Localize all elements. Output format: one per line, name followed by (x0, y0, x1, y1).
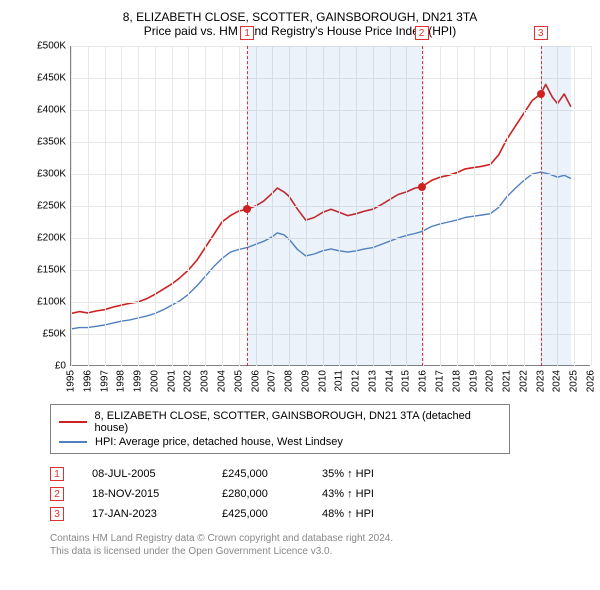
gridline-v (239, 46, 240, 366)
legend-item: 8, ELIZABETH CLOSE, SCOTTER, GAINSBOROUG… (59, 409, 501, 435)
gridline-v (423, 46, 424, 366)
title-line-2: Price paid vs. HM Land Registry's House … (10, 24, 590, 38)
x-axis-label: 1996 (88, 348, 99, 370)
gridline-v (71, 46, 72, 366)
legend-label: 8, ELIZABETH CLOSE, SCOTTER, GAINSBOROUG… (95, 410, 501, 434)
event-line (422, 46, 423, 366)
x-axis-label: 2019 (474, 348, 485, 370)
y-axis-label: £500K (37, 41, 66, 52)
plot-wrap: £0£50K£100K£150K£200K£250K£300K£350K£400… (30, 46, 590, 366)
x-axis-label: 2016 (423, 348, 434, 370)
legend-label: HPI: Average price, detached house, West… (95, 436, 343, 448)
sale-row: 3 17-JAN-2023£425,00048% ↑ HPI (50, 504, 590, 524)
sales-table: 1 08-JUL-2005£245,00035% ↑ HPI 2 18-NOV-201… (50, 464, 590, 524)
chart-container: 8, ELIZABETH CLOSE, SCOTTER, GAINSBOROUG… (10, 10, 590, 558)
x-axis-label: 1999 (138, 348, 149, 370)
event-dot (243, 205, 251, 213)
x-axis-label: 2017 (440, 348, 451, 370)
gridline-v (591, 46, 592, 366)
y-axis-label: £450K (37, 73, 66, 84)
y-axis-label: £0 (55, 361, 66, 372)
y-axis-label: £350K (37, 137, 66, 148)
legend-item: HPI: Average price, detached house, West… (59, 435, 501, 449)
y-axis-label: £200K (37, 233, 66, 244)
y-axis-label: £50K (43, 329, 66, 340)
gridline-v (440, 46, 441, 366)
sale-diff-vs-hpi: 48% ↑ HPI (322, 508, 412, 520)
gridline-v (524, 46, 525, 366)
sale-row: 1 08-JUL-2005£245,00035% ↑ HPI (50, 464, 590, 484)
x-axis-label: 2004 (222, 348, 233, 370)
y-axis-label: £250K (37, 201, 66, 212)
legend-swatch (59, 421, 87, 423)
gridline-v (105, 46, 106, 366)
footer-attribution: Contains HM Land Registry data © Crown c… (50, 532, 590, 558)
gridline-v (172, 46, 173, 366)
gridline-v (490, 46, 491, 366)
x-axis-label: 2002 (188, 348, 199, 370)
sale-price: £245,000 (222, 468, 322, 480)
event-marker-box: 1 (240, 26, 254, 40)
x-axis-label: 1998 (121, 348, 132, 370)
sale-date: 08-JUL-2005 (92, 468, 222, 480)
sale-diff-vs-hpi: 43% ↑ HPI (322, 488, 412, 500)
shaded-band (247, 46, 421, 366)
y-axis-label: £150K (37, 265, 66, 276)
sale-price: £425,000 (222, 508, 322, 520)
sale-price: £280,000 (222, 488, 322, 500)
sale-date: 18-NOV-2015 (92, 488, 222, 500)
gridline-v (138, 46, 139, 366)
event-marker-box: 3 (534, 26, 548, 40)
sale-marker: 2 (50, 487, 64, 501)
sale-row: 2 18-NOV-2015£280,00043% ↑ HPI (50, 484, 590, 504)
gridline-v (474, 46, 475, 366)
x-axis-label: 1995 (71, 348, 82, 370)
x-axis-label: 1997 (105, 348, 116, 370)
x-axis-label: 2018 (457, 348, 468, 370)
event-marker-box: 2 (415, 26, 429, 40)
x-axis-label: 2003 (205, 348, 216, 370)
x-axis-label: 2022 (524, 348, 535, 370)
title-line-1: 8, ELIZABETH CLOSE, SCOTTER, GAINSBOROUG… (10, 10, 590, 24)
x-axis-label: 2001 (172, 348, 183, 370)
shaded-band (541, 46, 571, 366)
x-axis-label: 2021 (507, 348, 518, 370)
sale-diff-vs-hpi: 35% ↑ HPI (322, 468, 412, 480)
gridline-v (507, 46, 508, 366)
gridline-v (457, 46, 458, 366)
legend-box: 8, ELIZABETH CLOSE, SCOTTER, GAINSBOROUG… (50, 404, 510, 454)
gridline-v (121, 46, 122, 366)
gridline-v (205, 46, 206, 366)
footer-line-2: This data is licensed under the Open Gov… (50, 545, 590, 558)
x-axis-label: 2020 (490, 348, 501, 370)
gridline-v (155, 46, 156, 366)
y-axis-label: £100K (37, 297, 66, 308)
chart-title-block: 8, ELIZABETH CLOSE, SCOTTER, GAINSBOROUG… (10, 10, 590, 38)
y-axis-label: £400K (37, 105, 66, 116)
gridline-v (222, 46, 223, 366)
plot-area: £0£50K£100K£150K£200K£250K£300K£350K£400… (70, 46, 590, 366)
y-axis-label: £300K (37, 169, 66, 180)
sale-date: 17-JAN-2023 (92, 508, 222, 520)
event-dot (418, 183, 426, 191)
gridline-v (574, 46, 575, 366)
sale-marker: 3 (50, 507, 64, 521)
gridline-v (188, 46, 189, 366)
event-dot (537, 90, 545, 98)
x-axis-label: 2025 (574, 348, 585, 370)
footer-line-1: Contains HM Land Registry data © Crown c… (50, 532, 590, 545)
legend-swatch (59, 441, 87, 443)
sale-marker: 1 (50, 467, 64, 481)
x-axis-label: 2000 (155, 348, 166, 370)
gridline-v (88, 46, 89, 366)
x-axis-label: 2026 (591, 348, 600, 370)
